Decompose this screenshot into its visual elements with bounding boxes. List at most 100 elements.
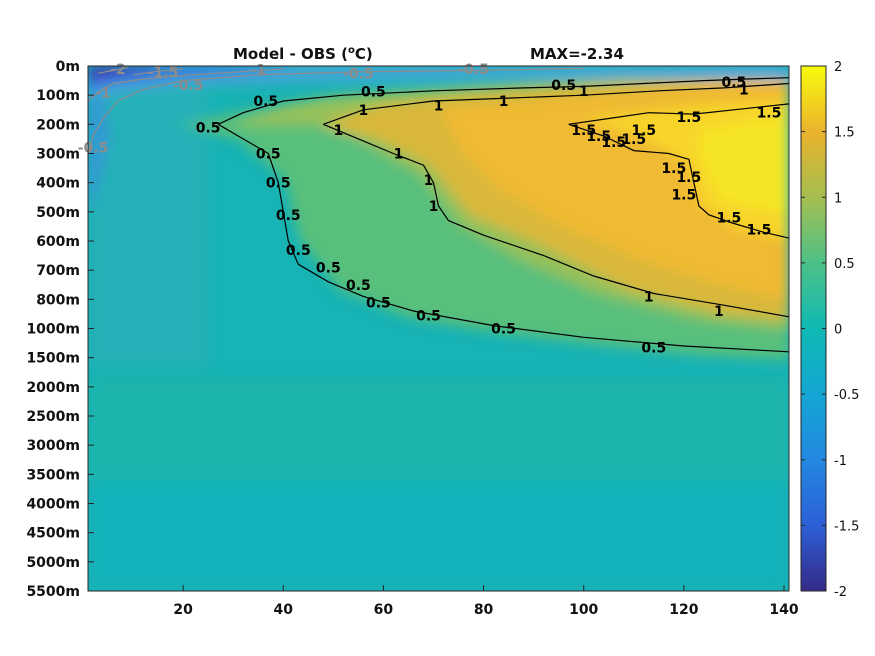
contour-labels: 0.50.5 0.5 0.50.50.50.50.50.50.50.50.50.50…	[78, 62, 782, 357]
contour-label: 0.5	[491, 322, 516, 338]
contour-label: 1	[394, 147, 404, 163]
y-tick-label: 0m	[56, 59, 80, 75]
x-tick-label: 40	[274, 602, 294, 618]
chart-title-main: Model - OBS (	[233, 45, 348, 63]
contour-label: -1	[95, 85, 111, 101]
contour-label: 1	[333, 123, 343, 139]
colorbar-tick-label: 0.5	[834, 257, 855, 272]
contour-line	[217, 77, 789, 125]
contour-label: 0.5	[641, 340, 666, 356]
x-tick-label: 140	[769, 602, 798, 618]
y-tick-label: 800m	[36, 292, 80, 308]
chart-title-unit: C)	[355, 45, 373, 63]
contour-label: 0.5	[366, 295, 391, 311]
contour-label: 1.5	[717, 211, 742, 227]
contour-label: 0.5	[276, 208, 301, 224]
y-tick-label: 2000m	[26, 380, 80, 396]
contour-label: -0.5	[173, 78, 204, 94]
contour-line	[88, 68, 284, 102]
contour-line	[88, 67, 584, 154]
contour-label: 1.5	[757, 106, 782, 122]
x-tick-label: 80	[474, 602, 494, 618]
y-tick-label: 5000m	[26, 555, 80, 571]
contour-label: 0.5	[266, 176, 291, 192]
x-tick-label: 20	[173, 602, 193, 618]
y-tick-label: 5500m	[26, 584, 80, 600]
contour-label: 1	[579, 84, 589, 100]
contour-label: 0.5	[416, 308, 441, 324]
contour-line	[97, 66, 129, 74]
contour-label: 1.5	[676, 170, 701, 186]
contour-label: 0.5	[253, 94, 278, 110]
colorbar-tick-label: -0.5	[834, 388, 859, 403]
y-tick-label: 3500m	[26, 467, 80, 483]
x-axis: 20 40 60 80 100 120 140	[173, 585, 799, 618]
x-tick-label: 120	[669, 602, 698, 618]
contour-line	[133, 68, 184, 76]
contour-label: 1.5	[671, 187, 696, 203]
contour-label: -1	[250, 63, 266, 79]
contour-label: 0.5	[551, 78, 576, 94]
x-tick-label: 60	[374, 602, 394, 618]
colorbar-tick-label: 1	[834, 191, 842, 206]
contour-label: 0.5	[361, 85, 386, 101]
contour-label: 1.5	[586, 129, 611, 145]
colorbar-ticks: 2 1.5 1 0.5 0 -0.5 -1 -1.5 -2	[801, 60, 859, 600]
contour-label: 1.5	[601, 135, 626, 151]
y-tick-label: 4500m	[26, 526, 80, 542]
contour-label: -0.5	[458, 62, 489, 78]
y-tick-label: 300m	[36, 147, 80, 163]
contour-label: 1	[499, 94, 509, 110]
contour-label: 1.5	[621, 132, 646, 148]
colorbar-tick-label: -1.5	[834, 519, 859, 534]
y-tick-label: 100m	[36, 88, 80, 104]
contour-label: 1.5	[747, 222, 772, 238]
contour-label: 1	[434, 98, 444, 114]
contour-label: 1.5	[661, 161, 686, 177]
y-tick-label: 3000m	[26, 438, 80, 454]
y-tick-label: 600m	[36, 234, 80, 250]
contour-label: 1.5	[571, 123, 596, 139]
y-tick-label: 400m	[36, 176, 80, 192]
chart-title-degree: o	[348, 45, 355, 56]
contour-label: 1.5	[676, 110, 701, 126]
colorbar-tick-label: -2	[834, 585, 847, 600]
contour-label: -1.5	[148, 65, 179, 81]
colorbar-tick-label: 1.5	[834, 126, 855, 141]
heatmap-field	[88, 66, 789, 591]
contour-label: 1	[424, 173, 434, 189]
y-tick-label: 1000m	[26, 322, 80, 338]
contour-line	[323, 123, 789, 318]
y-tick-label: 700m	[36, 263, 80, 279]
chart-max-label: MAX=-2.34	[530, 45, 624, 63]
contour-label: -0.5	[343, 66, 374, 82]
contour-lines	[88, 66, 789, 353]
chart-title: Model - OBS (oC)	[233, 45, 373, 63]
contour-line	[323, 82, 789, 125]
contour-label: 1	[359, 103, 369, 119]
colorbar-tick-label: 0	[834, 323, 842, 338]
contour-label: 0.5	[286, 243, 311, 259]
contour-label: -0.5	[78, 141, 109, 157]
y-tick-label: 4000m	[26, 497, 80, 513]
contour-label: 1	[644, 289, 654, 305]
contour-line	[217, 123, 789, 353]
contour-label: 0.5	[346, 278, 371, 294]
contour-line	[568, 123, 789, 239]
contour-label: 1	[429, 199, 439, 215]
colorbar-tick-label: 2	[834, 60, 842, 75]
y-tick-label: 1500m	[26, 351, 80, 367]
contour-label: 0.5	[256, 147, 281, 163]
y-tick-label: 500m	[36, 205, 80, 221]
contour-label: 0.5	[316, 260, 341, 276]
contour-label: -2	[110, 62, 126, 78]
contour-label: 0.5	[722, 75, 747, 91]
contour-label: 1	[714, 304, 724, 320]
contour-label: 0.5	[196, 120, 221, 136]
contour-label: 1.5	[631, 123, 656, 139]
contour-label: 1	[739, 82, 749, 98]
x-tick-label: 100	[569, 602, 598, 618]
colorbar-tick-label: -1	[834, 454, 847, 469]
y-axis: 0m 100m 200m 300m 400m 500m 600m 700m 800m 1000m 1…	[26, 59, 94, 600]
